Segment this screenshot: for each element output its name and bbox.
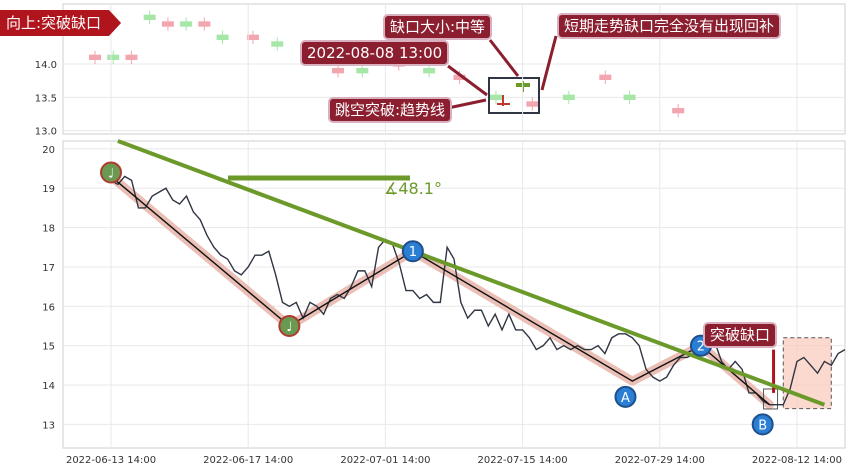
zigzag-line: [110, 175, 771, 406]
top-candle-body: [89, 54, 101, 60]
top-panel-frame: [62, 3, 846, 135]
top-candle-body: [271, 41, 284, 47]
top-candle-body: [143, 14, 156, 20]
top-y-tick-label: 13.0: [35, 127, 57, 138]
top-candle-body: [331, 68, 344, 74]
price-series-line: [110, 175, 846, 406]
pivot-group: ♩ ♩ 1 2 A B: [100, 161, 774, 436]
gap-label-annotation: 突破缺口: [703, 322, 778, 348]
y-tick-label: 16: [42, 302, 55, 313]
pivot-marker: [278, 314, 301, 337]
y-tick-label: 13: [42, 420, 55, 431]
x-tick-label: 2022-08-12 14:00: [752, 455, 842, 466]
annotation-arrow: [447, 98, 487, 110]
x-tick-label: 2022-07-29 14:00: [615, 455, 705, 466]
pivot-label: A: [621, 391, 630, 406]
top-candle-body: [216, 34, 229, 40]
y-tick-label: 20: [42, 145, 55, 156]
gap-datetime-annotation: 2022-08-08 13:00: [300, 40, 450, 66]
pivot-marker: [100, 161, 123, 184]
x-tick-label: 2022-06-17 14:00: [203, 455, 293, 466]
y-tick-label: 14: [42, 381, 55, 392]
pivot-marker: [751, 413, 774, 436]
y-tick-label: 15: [42, 342, 55, 353]
top-candle-body: [489, 94, 502, 100]
top-candle-body: [453, 74, 466, 80]
annotation-arrow: [488, 39, 520, 77]
top-y-tick-label: 13.5: [35, 93, 57, 104]
gap-no-fill-annotation: 短期走势缺口完全没有出现回补: [557, 13, 782, 39]
top-panel: 14.0 13.5 13.0: [35, 10, 845, 138]
y-tick-label: 19: [42, 184, 55, 195]
annotation-arrow: [447, 64, 488, 97]
x-tick-label: 2022-07-15 14:00: [478, 455, 568, 466]
top-candle-body: [562, 94, 575, 100]
y-tick-label: 17: [42, 263, 55, 274]
top-candle-body: [180, 21, 193, 27]
top-candle-body: [423, 68, 436, 74]
angle-label: ∡48.1°: [384, 179, 442, 198]
pivot-label: 1: [409, 245, 417, 260]
trendline: [117, 139, 826, 407]
top-candle-body: [526, 101, 539, 107]
annotation-arrow: [540, 35, 558, 91]
top-candle-body: [246, 34, 259, 40]
gap-size-annotation: 缺口大小:中等: [383, 14, 493, 40]
pivot-label: ♩: [286, 320, 292, 335]
top-candle-body: [672, 108, 685, 114]
pivot-label: 2: [697, 340, 705, 355]
y-tick-label: 18: [42, 224, 55, 235]
top-candle-body: [198, 21, 211, 27]
top-candle-body: [599, 74, 612, 80]
top-y-tick-label: 14.0: [35, 60, 57, 71]
top-candle-body: [107, 54, 120, 60]
main-panel-frame: [62, 140, 846, 449]
top-candle-body: [356, 68, 369, 74]
pivot-marker: [401, 240, 424, 263]
top-gap-box: [488, 77, 540, 114]
breakout-up-badge: 向上:突破缺口: [0, 10, 122, 36]
trendline-group: ∡48.1°: [117, 139, 826, 407]
axis-labels: 13 14 15 16 17 18 19 20 2022-06-13 14:00 2022-06-…: [42, 145, 842, 466]
x-tick-label: 2022-06-13 14:00: [66, 455, 156, 466]
pivot-marker: [614, 385, 637, 408]
price-line-group: [110, 175, 846, 406]
top-candle-body: [161, 21, 174, 27]
x-tick-label: 2022-07-01 14:00: [340, 455, 430, 466]
top-candle-body: [125, 54, 138, 60]
top-candle-body: [623, 94, 636, 100]
pivot-label: ♩: [108, 166, 114, 181]
breakout-type-annotation: 跳空突破:趋势线: [328, 97, 453, 123]
pivot-label: B: [758, 418, 767, 433]
